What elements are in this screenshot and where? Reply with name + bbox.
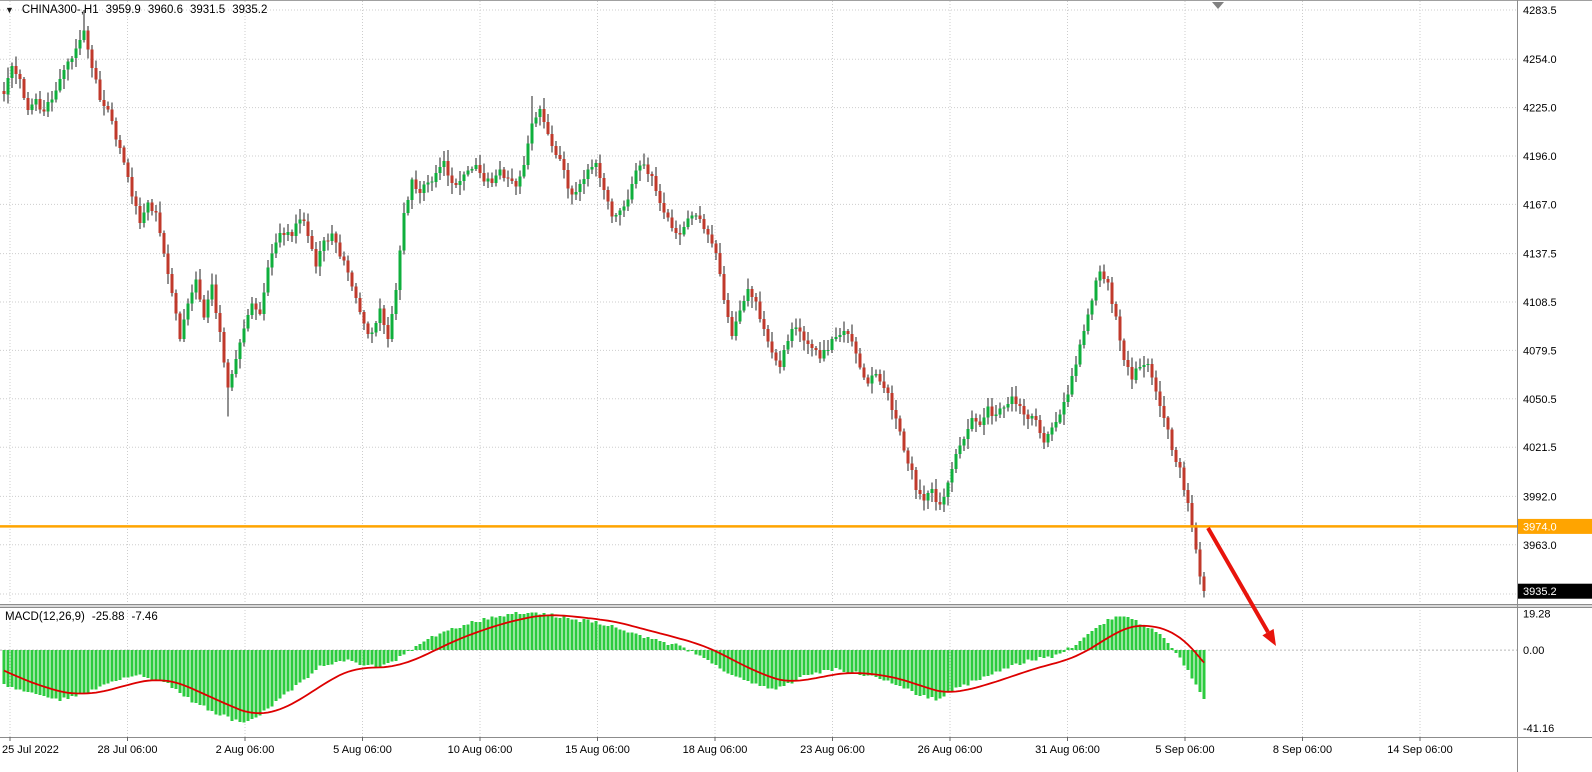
svg-text:23 Aug 06:00: 23 Aug 06:00 (800, 744, 865, 756)
svg-text:25 Jul 2022: 25 Jul 2022 (2, 744, 59, 756)
trend-arrow-annotation[interactable] (1206, 527, 1276, 646)
svg-text:10 Aug 06:00: 10 Aug 06:00 (448, 744, 513, 756)
hline-price-tag: 3974.0 (1518, 518, 1592, 534)
svg-text:15 Aug 06:00: 15 Aug 06:00 (565, 744, 630, 756)
quote-open: 3959.9 (105, 4, 141, 16)
svg-text:3963.0: 3963.0 (1523, 540, 1557, 552)
svg-text:2 Aug 06:00: 2 Aug 06:00 (216, 744, 275, 756)
svg-text:4167.0: 4167.0 (1523, 199, 1557, 211)
symbol-timeframe-label: CHINA300-,H1 (21, 4, 99, 16)
macd-histogram (2, 611, 1206, 723)
svg-text:5 Sep 06:00: 5 Sep 06:00 (1155, 744, 1214, 756)
svg-text:4283.5: 4283.5 (1523, 5, 1557, 17)
svg-text:14 Sep 06:00: 14 Sep 06:00 (1387, 744, 1452, 756)
svg-text:4050.5: 4050.5 (1523, 394, 1557, 406)
time-axis[interactable]: 25 Jul 2022 28 Jul 06:00 2 Aug 06:00 5 Aug … (2, 737, 1453, 756)
svg-text:4079.5: 4079.5 (1523, 345, 1557, 357)
grid-horizontal (0, 9, 1517, 595)
price-axis[interactable]: 4283.5 4254.0 4225.0 4196.0 4167.0 4137.5 4108… (1523, 5, 1557, 552)
svg-text:26 Aug 06:00: 26 Aug 06:00 (918, 744, 983, 756)
svg-text:4254.0: 4254.0 (1523, 54, 1557, 66)
macd-indicator-label[interactable]: MACD(12,26,9) -25.88 -7.46 (5, 611, 158, 624)
macd-title: MACD(12,26,9) (5, 611, 85, 623)
svg-text:31 Aug 06:00: 31 Aug 06:00 (1035, 744, 1100, 756)
svg-text:3992.0: 3992.0 (1523, 491, 1557, 503)
svg-text:18 Aug 06:00: 18 Aug 06:00 (683, 744, 748, 756)
svg-text:3935.2: 3935.2 (1523, 586, 1557, 598)
svg-text:4021.5: 4021.5 (1523, 442, 1557, 454)
svg-text:4108.5: 4108.5 (1523, 297, 1557, 309)
quote-low: 3931.5 (190, 4, 226, 16)
svg-text:19.28: 19.28 (1523, 609, 1551, 621)
svg-text:0.00: 0.00 (1523, 645, 1544, 657)
svg-text:4225.0: 4225.0 (1523, 103, 1557, 115)
candles-up (6, 30, 1150, 505)
quote-close: 3935.2 (232, 4, 268, 16)
svg-text:4137.5: 4137.5 (1523, 249, 1557, 261)
macd-signal-line (3, 614, 1205, 715)
last-price-tag: 3935.2 (1518, 583, 1592, 599)
macd-main-value: -25.88 (91, 611, 125, 623)
svg-text:4196.0: 4196.0 (1523, 151, 1557, 163)
quote-high: 3960.6 (147, 4, 183, 16)
macd-axis[interactable]: 19.28 0.00 -41.16 (1523, 609, 1554, 736)
svg-text:28 Jul 06:00: 28 Jul 06:00 (98, 744, 158, 756)
svg-text:8 Sep 06:00: 8 Sep 06:00 (1273, 744, 1332, 756)
pane-separator[interactable] (0, 604, 1592, 608)
svg-text:3974.0: 3974.0 (1523, 521, 1557, 533)
svg-text:-41.16: -41.16 (1523, 723, 1554, 735)
candles-down (2, 30, 1206, 592)
symbol-dropdown-icon: ▼ (5, 5, 14, 16)
svg-text:5 Aug 06:00: 5 Aug 06:00 (333, 744, 392, 756)
quote-header: ▼ CHINA300-,H1 3959.9 3960.6 3931.5 3935… (5, 4, 268, 17)
chart-shift-marker[interactable] (1212, 2, 1224, 9)
macd-signal-value: -7.46 (131, 611, 158, 623)
